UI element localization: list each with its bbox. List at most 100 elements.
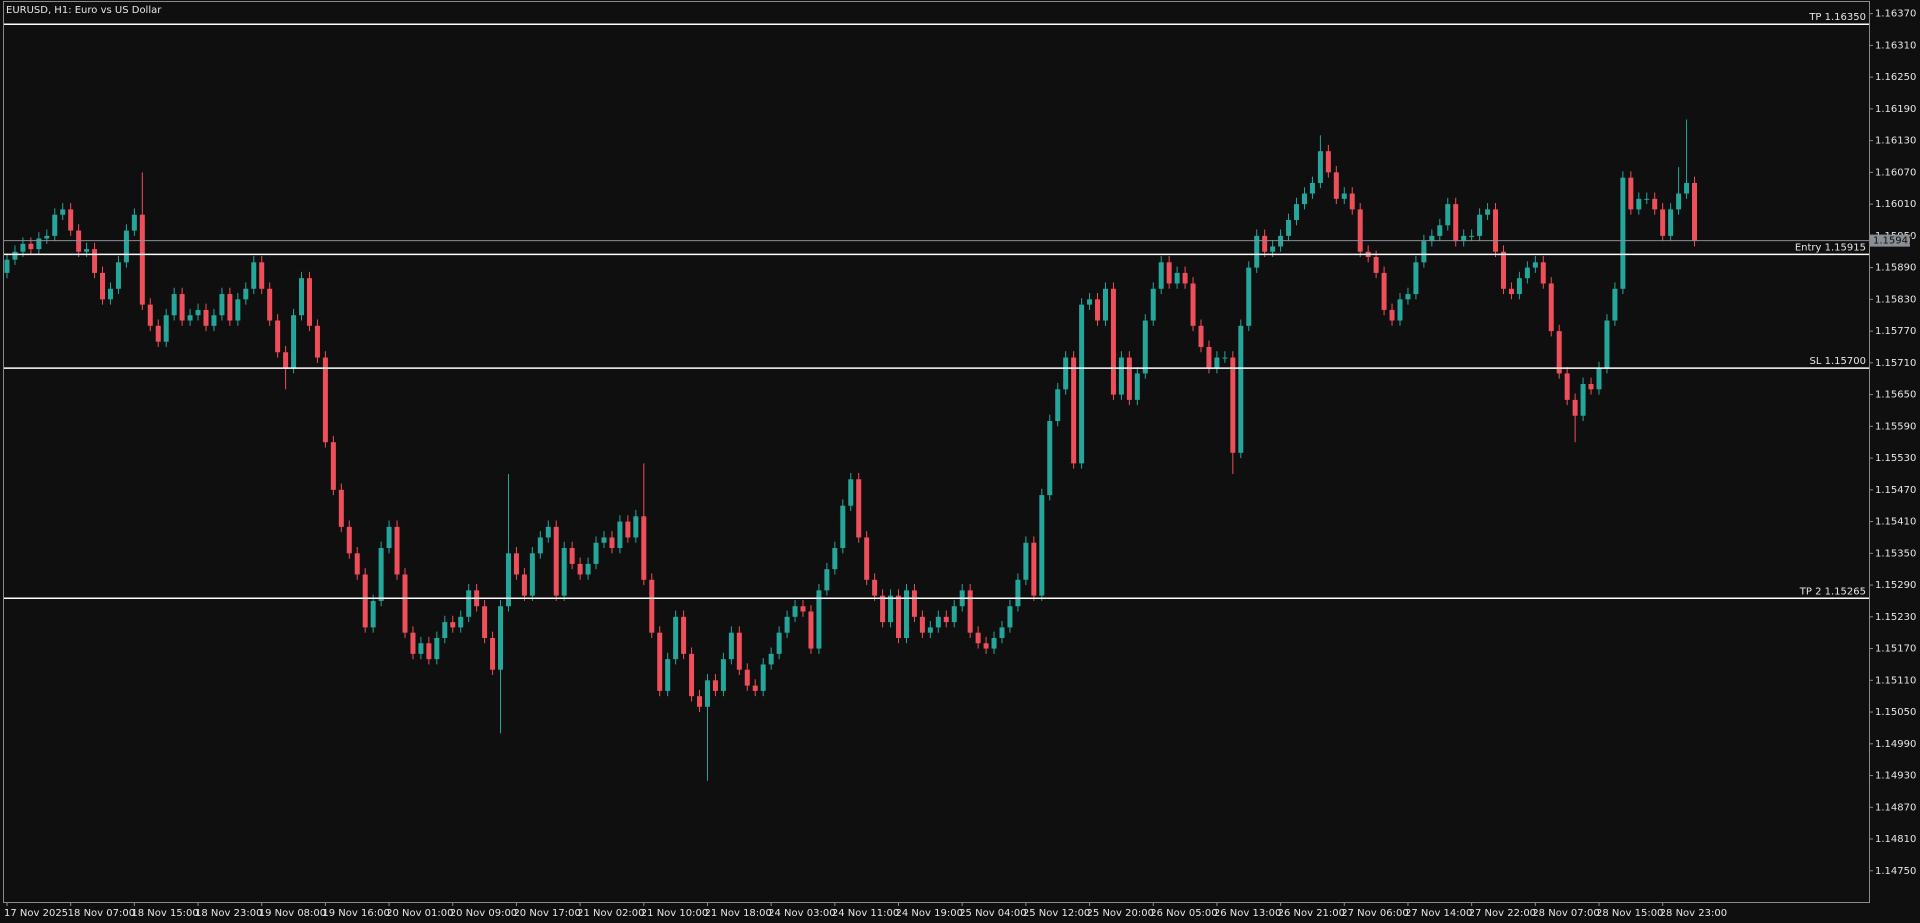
candle-body [1540,262,1546,284]
candle-body [951,606,957,623]
candle-body [1429,235,1435,242]
candle-body [641,516,647,580]
y-tick-label: 1.16010 [1875,199,1916,210]
candle-body [1309,182,1315,194]
candle-body [784,616,790,633]
candle-body [1628,177,1634,210]
candle-body [529,553,535,596]
candle-body [442,622,448,638]
candle-body [776,632,782,654]
x-tick-label: 18 Nov 07:00 [68,908,135,919]
x-tick-label: 19 Nov 16:00 [322,908,389,919]
candle-body [362,574,368,628]
candle-body [283,352,289,369]
candle-body [1620,177,1626,289]
y-tick-label: 1.16250 [1875,72,1916,83]
candle-body [386,526,392,549]
y-tick-label: 1.15110 [1875,675,1916,686]
candle-body [458,616,464,628]
candle-body [1222,357,1228,359]
y-tick-label: 1.15170 [1875,644,1916,655]
candle-body [123,230,129,263]
candle-body [1206,346,1212,369]
candle-body [617,521,623,549]
y-tick-label: 1.16370 [1875,9,1916,20]
candle-body [346,526,352,554]
y-tick-label: 1.15050 [1875,707,1916,718]
candle-body [848,479,854,506]
candle-body [1055,389,1061,422]
y-tick-label: 1.14990 [1875,739,1916,750]
candle-body [1102,288,1108,321]
candle-body [1381,272,1387,310]
candle-body [1516,278,1522,295]
candle-body [1445,204,1451,226]
candle-body [482,606,488,638]
candle-body [1150,288,1156,321]
candle-body [1214,357,1220,369]
candle-body [1294,204,1300,220]
x-tick-label: 25 Nov 20:00 [1087,908,1154,919]
candle-body [935,616,941,628]
candle-body [832,548,838,570]
candle-body [1397,299,1403,321]
candle-body [147,304,153,326]
candle-body [569,548,575,564]
candle-body [888,595,894,623]
candle-body [4,259,10,273]
x-tick-label: 27 Nov 14:00 [1405,908,1472,919]
candle-body [1246,267,1252,326]
candle-body [1071,357,1077,464]
candle-body [1485,209,1491,215]
candle-body [306,278,312,326]
candle-body [1015,579,1021,607]
x-tick-label: 24 Nov 03:00 [768,908,835,919]
candle-body [1469,235,1475,237]
x-tick-label: 26 Nov 05:00 [1150,908,1217,919]
candle-body [434,637,440,660]
candle-body [1254,235,1260,268]
candle-body [291,315,297,369]
candle-body [498,606,504,670]
y-tick-label: 1.16130 [1875,136,1916,147]
candle-body [219,294,225,316]
candle-body [1580,384,1586,416]
candle-body [1596,368,1602,390]
candle-body [1660,209,1666,236]
candle-body [577,563,583,575]
candle-body [1556,331,1562,374]
y-tick-label: 1.16190 [1875,104,1916,115]
y-tick-label: 1.15470 [1875,485,1916,496]
x-tick-label: 21 Nov 18:00 [704,908,771,919]
candle-body [1325,151,1331,173]
candle-body [1270,246,1276,252]
candle-body [1087,299,1093,305]
candle-body [1357,209,1363,252]
y-tick-label: 1.15230 [1875,612,1916,623]
x-tick-label: 21 Nov 10:00 [641,908,708,919]
candle-body [68,209,74,231]
candle-body [1572,399,1578,416]
candle-body [1349,193,1355,210]
x-tick-label: 27 Nov 22:00 [1469,908,1536,919]
y-tick-label: 1.15890 [1875,263,1916,274]
candle-body [967,590,973,633]
x-tick-label: 25 Nov 12:00 [1023,908,1090,919]
y-tick-label: 1.16310 [1875,40,1916,51]
candle-body [633,516,639,538]
candle-body [394,526,400,575]
candle-body [322,357,328,443]
candle-body [609,537,615,549]
candle-body [20,243,26,252]
candle-body [1405,294,1411,300]
candle-body [943,616,949,623]
candle-body [330,442,336,490]
candle-body [505,553,511,607]
candle-body [1373,257,1379,273]
candle-body [1644,198,1650,200]
candle-body [1532,262,1538,268]
candle-body [1652,198,1658,210]
candle-body [179,294,185,321]
candle-body [1437,225,1443,236]
